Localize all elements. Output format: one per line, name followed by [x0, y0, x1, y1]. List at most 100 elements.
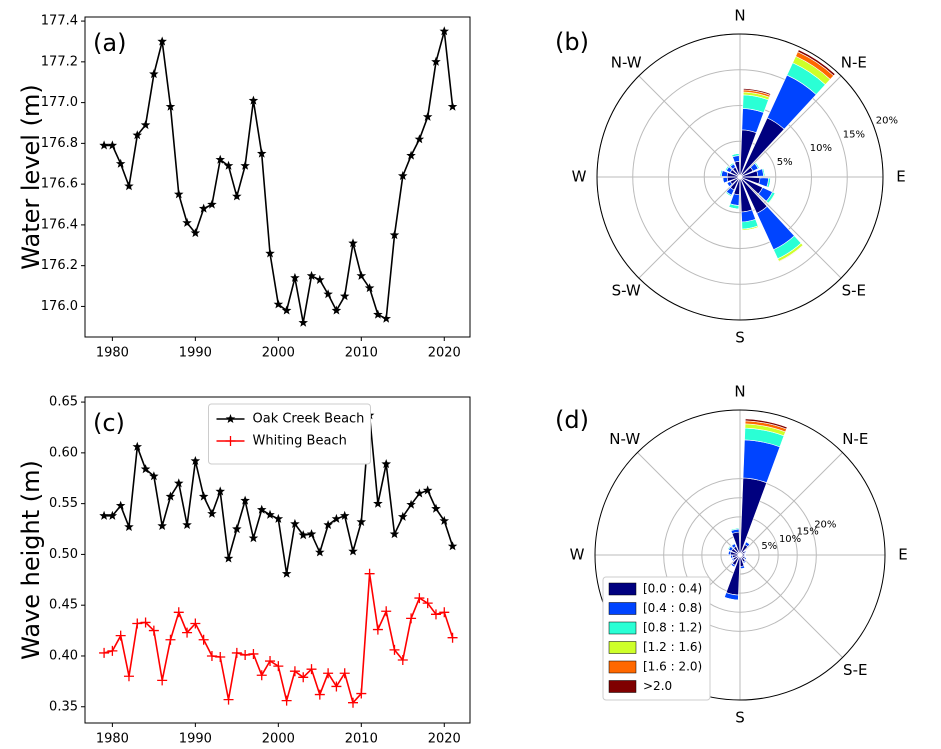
- spoke: [739, 75, 842, 178]
- marker: [422, 598, 433, 609]
- marker: [356, 688, 367, 699]
- marker: [140, 120, 151, 130]
- r-tick-label: 20%: [814, 519, 836, 530]
- marker: [198, 491, 209, 501]
- marker: [198, 203, 209, 213]
- r-tick-label: 5%: [777, 157, 793, 168]
- marker: [115, 158, 126, 168]
- rose-wedge: [727, 550, 729, 555]
- marker: [373, 309, 383, 319]
- rose-wedge: [742, 439, 781, 484]
- direction-label: E: [896, 168, 905, 186]
- marker: [306, 270, 317, 280]
- marker: [149, 69, 159, 79]
- legend-swatch: [608, 641, 637, 654]
- marker: [232, 191, 242, 201]
- rose-wedge: [743, 88, 772, 96]
- direction-label: W: [570, 546, 585, 564]
- marker: [298, 317, 308, 327]
- panel-label: (c): [93, 409, 125, 437]
- marker: [414, 134, 425, 144]
- y-tick-label: 176.0: [41, 299, 78, 314]
- marker: [439, 515, 449, 525]
- marker: [447, 101, 458, 111]
- panel-label: (d): [555, 406, 589, 434]
- legend-label: Whiting Beach: [253, 434, 347, 449]
- marker: [431, 503, 441, 513]
- x-tick-label: 2010: [345, 732, 378, 747]
- marker: [389, 230, 400, 240]
- marker: [265, 248, 275, 258]
- marker: [298, 672, 309, 683]
- marker: [273, 661, 284, 672]
- plot-frame: [84, 396, 471, 724]
- marker: [381, 313, 391, 323]
- marker: [115, 630, 126, 641]
- marker: [149, 471, 159, 481]
- marker: [132, 441, 142, 451]
- marker: [157, 521, 167, 530]
- direction-label: S-E: [843, 661, 867, 679]
- legend-label: [1.2 : 1.6): [643, 640, 702, 654]
- marker: [132, 130, 142, 140]
- y-tick-label: 0.55: [49, 496, 78, 511]
- rose-wedge: [729, 555, 731, 559]
- marker: [240, 160, 250, 170]
- marker: [165, 101, 176, 111]
- marker: [148, 625, 159, 636]
- marker: [439, 607, 450, 618]
- marker: [372, 624, 383, 635]
- y-tick-label: 177.4: [41, 14, 78, 29]
- x-tick-label: 1990: [179, 732, 212, 747]
- marker: [124, 522, 134, 531]
- marker: [447, 632, 458, 643]
- marker: [182, 627, 193, 638]
- y-tick-label: 176.8: [41, 136, 78, 151]
- x-tick-label: 1990: [179, 346, 212, 361]
- r-tick-label: 15%: [797, 527, 819, 538]
- direction-label: N: [734, 383, 745, 401]
- outer-circle: [594, 409, 886, 701]
- marker: [232, 524, 242, 534]
- marker: [381, 459, 391, 469]
- marker: [107, 140, 118, 150]
- marker: [248, 95, 259, 105]
- series-line: [104, 31, 454, 323]
- marker: [248, 533, 259, 543]
- marker: [422, 485, 433, 495]
- marker: [306, 664, 317, 675]
- marker: [331, 513, 342, 523]
- y-tick-label: 177.0: [41, 95, 78, 110]
- direction-label: S-W: [612, 281, 641, 299]
- direction-label: N-W: [611, 54, 642, 72]
- marker: [174, 189, 184, 199]
- marker: [348, 238, 358, 248]
- marker: [99, 647, 110, 658]
- rose-wedge: [744, 418, 788, 430]
- direction-label: N-W: [609, 430, 640, 448]
- marker: [198, 634, 209, 645]
- legend-label: [0.4 : 0.8): [643, 601, 702, 615]
- marker: [356, 270, 367, 280]
- legend-swatch: [608, 680, 637, 693]
- marker: [398, 511, 408, 521]
- marker: [165, 634, 176, 645]
- marker: [406, 499, 416, 509]
- marker: [381, 606, 392, 617]
- spoke: [739, 554, 843, 658]
- legend-label: [0.8 : 1.2): [643, 621, 702, 635]
- marker: [165, 491, 176, 501]
- marker: [373, 498, 383, 508]
- y-tick-label: 177.2: [41, 54, 78, 69]
- y-tick-label: 0.45: [49, 598, 78, 613]
- marker: [323, 520, 333, 529]
- r-tick-label: 20%: [876, 116, 898, 127]
- rose-wedge: [728, 206, 739, 210]
- direction-label: N: [734, 7, 745, 25]
- marker: [298, 530, 308, 540]
- marker: [431, 56, 441, 66]
- marker: [132, 618, 143, 629]
- marker: [290, 518, 300, 528]
- spoke: [739, 452, 843, 556]
